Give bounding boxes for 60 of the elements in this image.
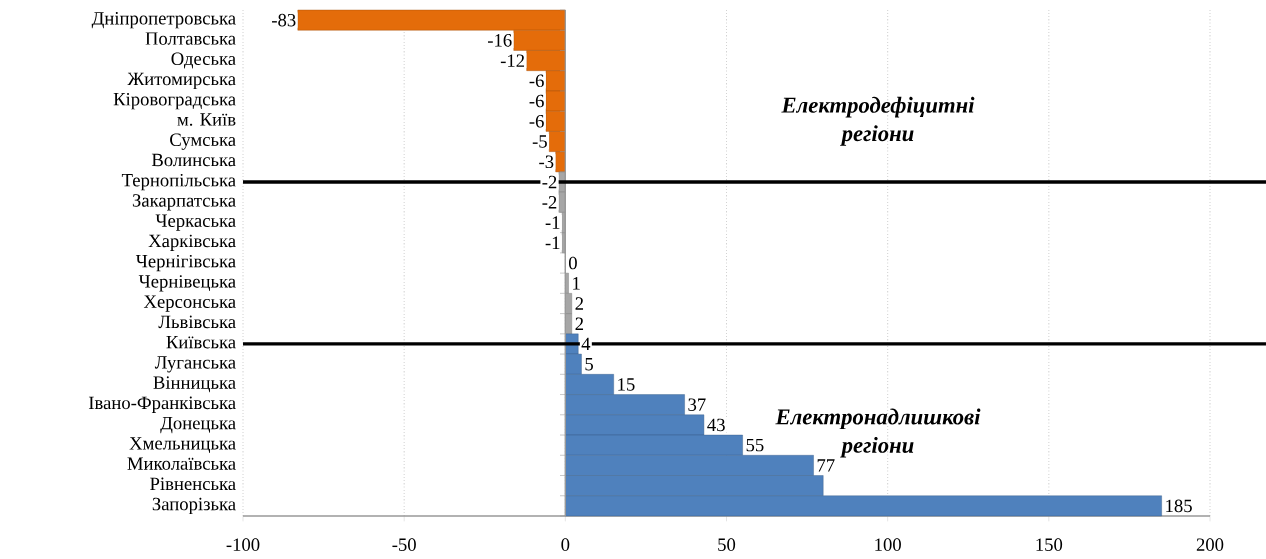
y-tick-label: Вінницька [153,376,236,393]
y-tick-label: Харківська [148,234,236,251]
y-tick-label: Івано-Франківська [88,396,236,413]
data-label: -1 [545,236,560,249]
data-label: 2 [575,317,584,330]
x-tick-label: 150 [1036,538,1063,551]
data-label: 37 [688,398,706,411]
y-tick-label: Чернівецька [138,275,236,292]
data-label: 2 [575,297,584,310]
y-tick-label: Луганська [154,356,236,373]
annotation: Електронадлишкові [775,408,981,430]
data-label: -1 [545,216,560,229]
y-tick-label: Сумська [170,133,236,150]
y-tick-label: Дніпропетровська [91,12,236,29]
data-label: 4 [581,337,591,351]
y-tick-label: Одеська [171,52,236,69]
data-label: -3 [539,155,554,169]
data-label: -6 [529,94,544,108]
y-tick-label: Донецька [160,416,236,434]
data-label: -2 [542,175,557,189]
data-label: -6 [529,74,544,88]
y-tick-label: Тернопільська [121,173,236,191]
y-tick-label: Київська [166,335,236,349]
data-label: -6 [529,115,544,128]
x-tick-label: 200 [1196,538,1224,551]
data-label: -2 [542,196,557,209]
annotation: регіони [840,436,914,458]
data-label: -16 [487,34,512,47]
y-tick-label: Чернігівська [135,254,236,272]
data-label: 185 [1166,499,1192,513]
data-label: 15 [618,378,635,391]
x-tick-label: 100 [875,538,901,551]
y-tick-label: Кіровоградська [113,92,236,110]
annotation: Електродефіцитні [781,96,975,118]
data-label: 1 [573,277,580,290]
data-label: 43 [707,418,725,432]
y-tick-label: Житомирська [127,72,236,90]
data-label: 5 [585,357,594,371]
y-tick-label: Полтавська [145,32,236,45]
x-tick-label: 0 [561,538,570,551]
y-tick-label: Рівненська [150,477,236,491]
y-tick-label: Закарпатська [132,194,236,211]
y-tick-label: Херсонська [143,295,236,312]
data-label: 0 [568,256,577,270]
y-tick-label: м. Київ [177,113,236,126]
data-label: -12 [500,54,525,67]
data-label: -5 [532,135,547,148]
annotation: регіони [840,125,914,146]
y-tick-label: Львівська [158,315,236,329]
data-label: -83 [272,13,296,27]
y-tick-label: Черкаська [155,214,236,231]
y-tick-label: Хмельницька [129,437,236,454]
x-tick-label: 50 [718,538,736,551]
y-tick-label: Запорізька [152,497,236,515]
data-label: 77 [817,459,835,472]
data-label: 55 [746,438,764,452]
y-tick-label: Миколаївська [127,457,236,470]
y-tick-label: Волинська [151,153,236,167]
x-tick-label: -50 [392,538,416,551]
x-tick-label: -100 [226,538,260,551]
